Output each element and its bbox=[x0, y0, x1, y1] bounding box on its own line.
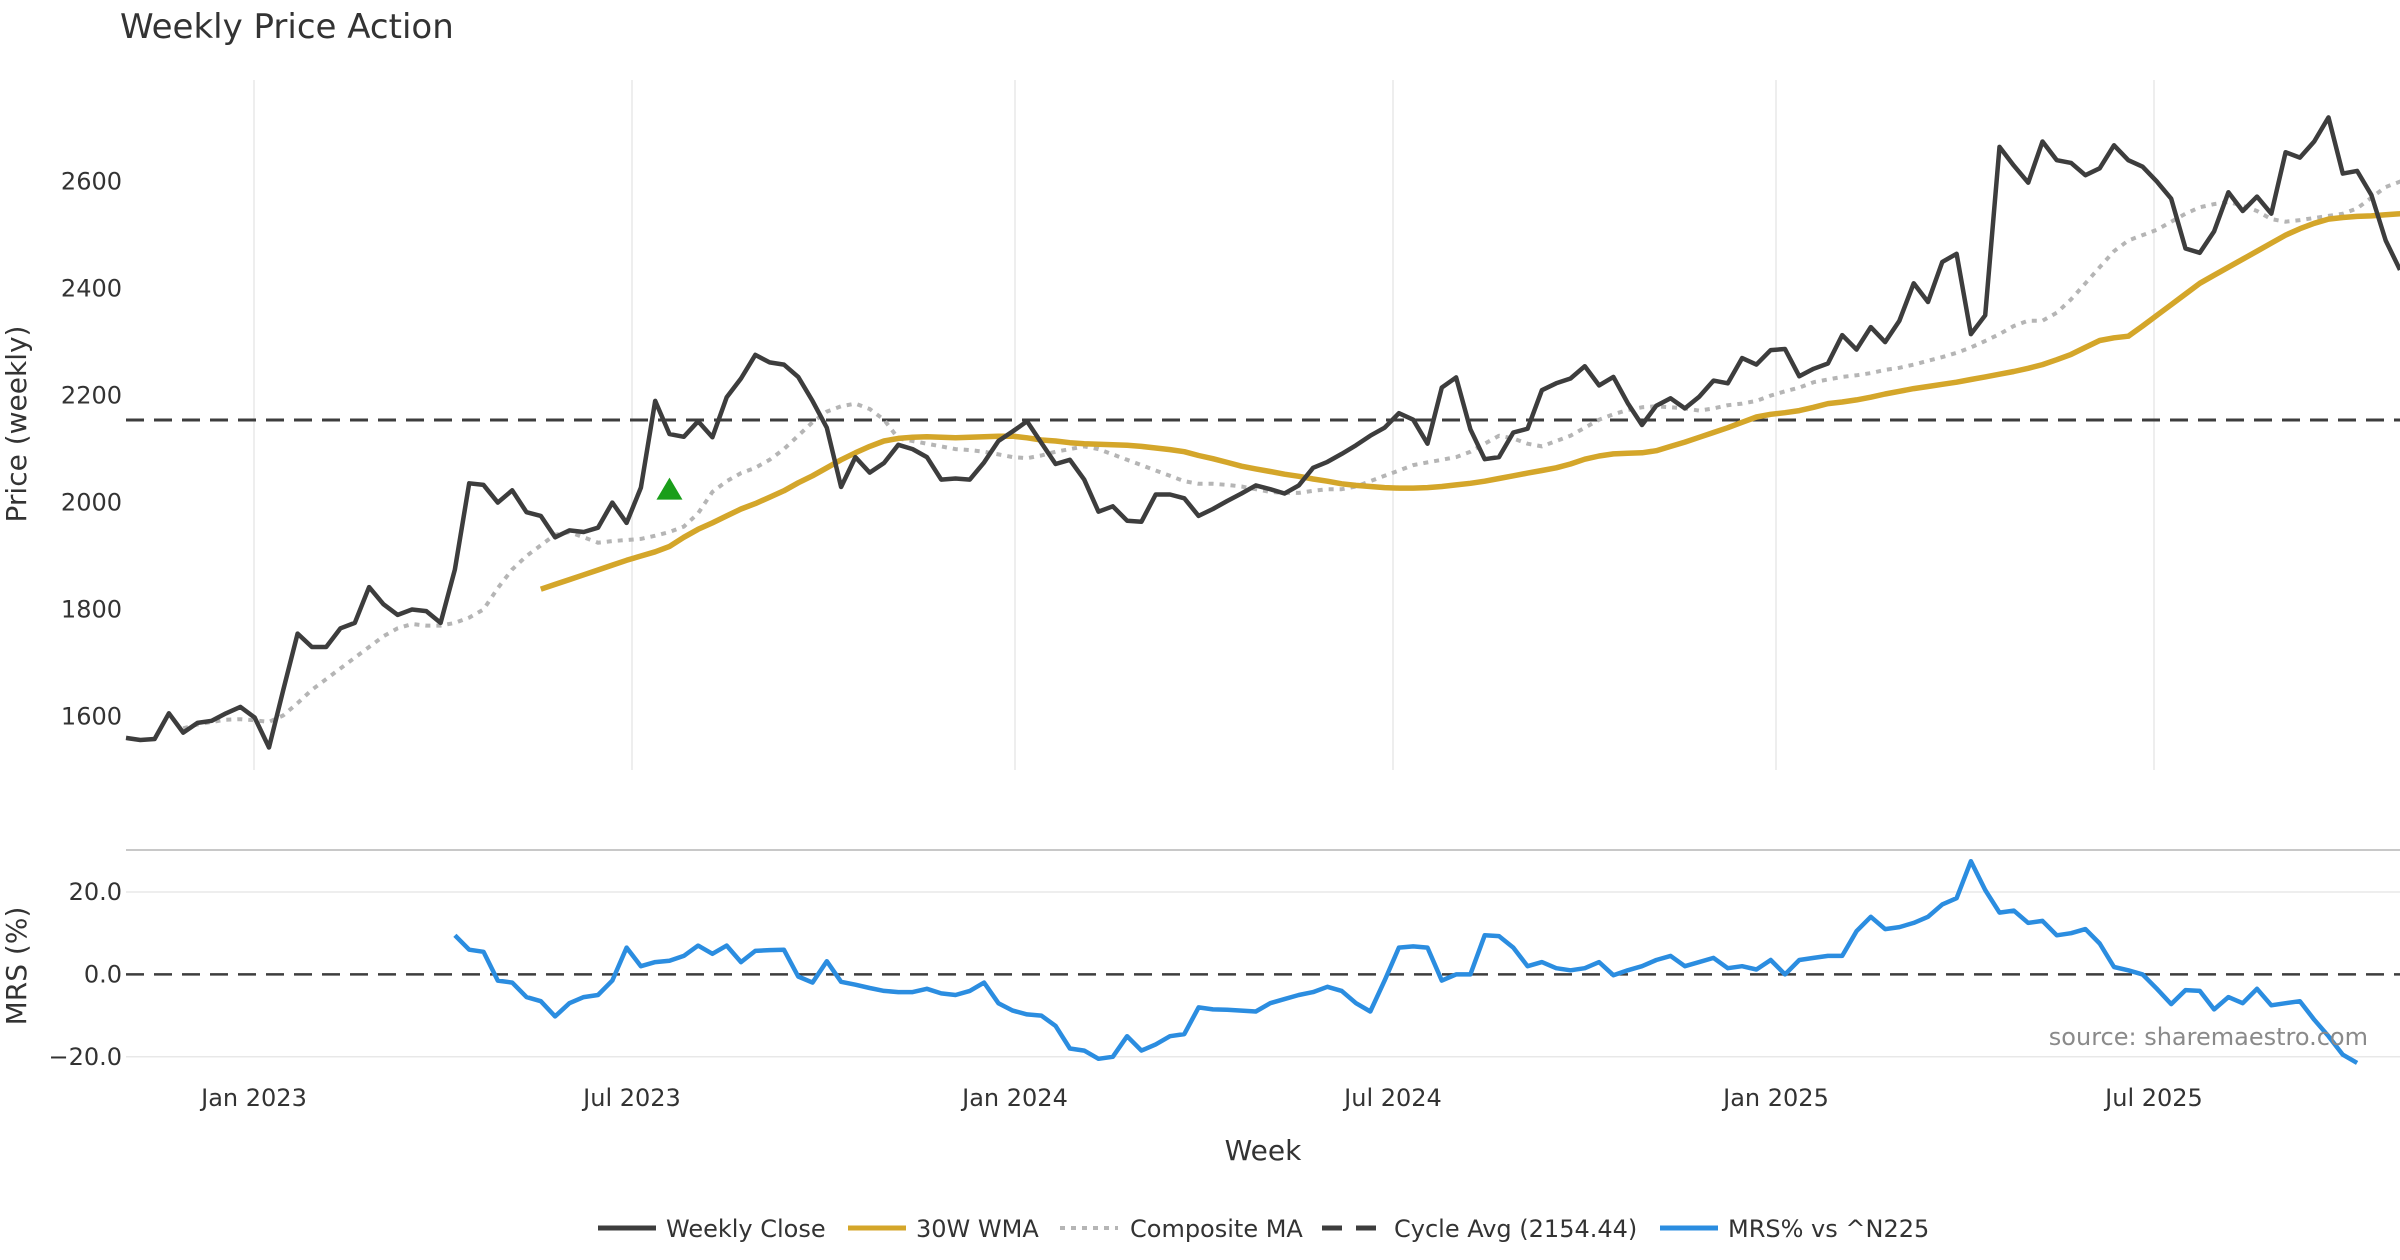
mrs-y-tick-label: 20.0 bbox=[69, 878, 122, 906]
x-ticks: Jan 2023 Jul 2023 Jan 2024 Jul 2024 Jan 2025… bbox=[199, 1084, 2203, 1112]
chart-title: Weekly Price Action bbox=[120, 7, 454, 47]
x-tick-label: Jul 2024 bbox=[1342, 1084, 1442, 1112]
mrs-y-axis-label: MRS (%) bbox=[0, 907, 33, 1026]
legend-label: 30W WMA bbox=[916, 1215, 1039, 1243]
price-series bbox=[125, 115, 2400, 750]
price-panel: 1600 1800 2000 2200 2400 2600 Price (weekly) bbox=[0, 80, 2400, 770]
legend-label: Composite MA bbox=[1130, 1215, 1303, 1243]
mrs-panel: 20.0 0.0 −20.0 MRS (%) source: sharemaestr… bbox=[0, 858, 2400, 1071]
price-y-tick-label: 2600 bbox=[61, 168, 122, 196]
mrs-series bbox=[453, 858, 2359, 1065]
legend-label: Cycle Avg (2154.44) bbox=[1394, 1215, 1637, 1243]
x-tick-label: Jan 2024 bbox=[960, 1084, 1068, 1112]
price-y-axis-label: Price (weekly) bbox=[0, 326, 33, 523]
x-tick-label: Jan 2025 bbox=[1721, 1084, 1829, 1112]
x-tick-label: Jul 2025 bbox=[2103, 1084, 2203, 1112]
legend: Weekly Close 30W WMA Composite MA Cycle Avg… bbox=[598, 1215, 1929, 1243]
price-y-tick-label: 2400 bbox=[61, 275, 122, 303]
price-y-tick-label: 2000 bbox=[61, 489, 122, 517]
source-note: source: sharemaestro.com bbox=[2049, 1023, 2368, 1051]
buy-signal-marker bbox=[656, 477, 683, 500]
mrs-y-tick-label: −20.0 bbox=[48, 1043, 122, 1071]
price-y-tick-label: 1600 bbox=[61, 703, 122, 731]
price-y-tick-label: 2200 bbox=[61, 382, 122, 410]
x-axis-label: Week bbox=[1225, 1134, 1302, 1167]
mrs-y-ticks: 20.0 0.0 −20.0 bbox=[48, 878, 122, 1071]
x-tick-label: Jan 2023 bbox=[199, 1084, 307, 1112]
price-gridlines bbox=[253, 80, 2155, 770]
wma-30w-line bbox=[539, 210, 2400, 592]
legend-label: Weekly Close bbox=[666, 1215, 826, 1243]
mrs-gridlines bbox=[126, 891, 2400, 1058]
weekly-close-line bbox=[125, 115, 2400, 750]
legend-label: MRS% vs ^N225 bbox=[1728, 1215, 1929, 1243]
price-y-ticks: 1600 1800 2000 2200 2400 2600 bbox=[61, 168, 122, 731]
price-y-tick-label: 1800 bbox=[61, 596, 122, 624]
mrs-y-tick-label: 0.0 bbox=[84, 960, 122, 988]
x-tick-label: Jul 2023 bbox=[581, 1084, 681, 1112]
composite-ma-line bbox=[182, 179, 2400, 731]
mrs-line bbox=[453, 858, 2359, 1065]
